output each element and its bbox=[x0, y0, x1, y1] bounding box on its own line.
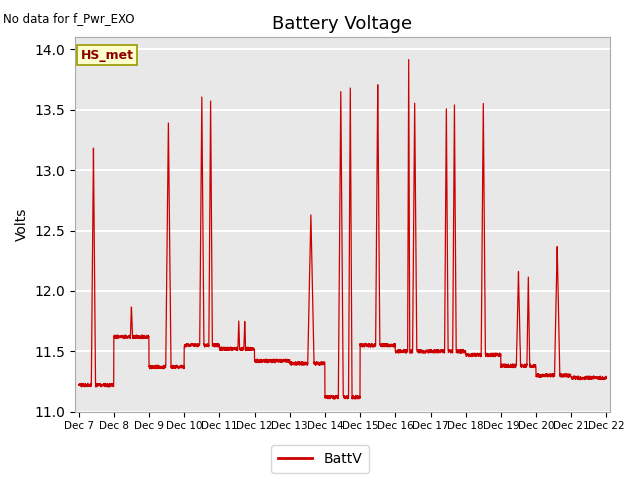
Text: No data for f_Pwr_EXO: No data for f_Pwr_EXO bbox=[3, 12, 134, 25]
Text: HS_met: HS_met bbox=[81, 48, 134, 61]
Y-axis label: Volts: Volts bbox=[15, 208, 29, 241]
Title: Battery Voltage: Battery Voltage bbox=[273, 15, 413, 33]
Legend: BattV: BattV bbox=[271, 445, 369, 473]
